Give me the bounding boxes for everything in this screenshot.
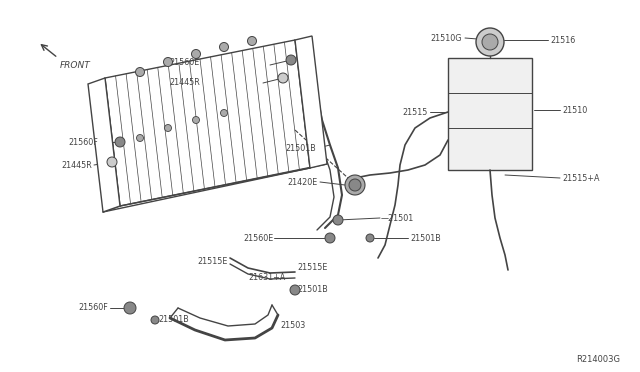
Text: 21560F: 21560F [68,138,98,147]
Text: 21515E: 21515E [297,263,328,273]
Text: 21501B: 21501B [297,285,328,295]
Polygon shape [105,40,310,206]
Circle shape [221,109,227,116]
Circle shape [151,316,159,324]
Circle shape [248,36,257,45]
Polygon shape [295,36,327,168]
Circle shape [115,137,125,147]
Circle shape [124,302,136,314]
Text: 21501B: 21501B [285,144,316,153]
Circle shape [286,55,296,65]
Text: 21420E: 21420E [288,177,318,186]
Circle shape [220,42,228,51]
Text: FRONT: FRONT [60,61,91,70]
Text: 21510G: 21510G [431,33,462,42]
Circle shape [366,234,374,242]
Text: 21516: 21516 [550,35,575,45]
Text: 21445R: 21445R [61,160,92,170]
Text: 21501B: 21501B [410,234,441,243]
Circle shape [107,157,117,167]
Circle shape [333,215,343,225]
Circle shape [482,34,498,50]
Circle shape [349,179,361,191]
Text: 21631+A: 21631+A [248,273,285,282]
Circle shape [193,116,200,124]
Text: 21510: 21510 [562,106,588,115]
Circle shape [476,28,504,56]
Text: 21445R: 21445R [169,77,200,87]
Text: 21560E: 21560E [170,58,200,67]
Circle shape [290,285,300,295]
Text: —21501: —21501 [381,214,414,222]
Circle shape [164,125,172,131]
Circle shape [191,49,200,58]
Text: 21501B: 21501B [158,315,189,324]
Circle shape [163,58,173,67]
Text: 21560E: 21560E [244,234,274,243]
Text: 21515: 21515 [403,108,428,116]
Text: 21560F: 21560F [78,304,108,312]
Polygon shape [88,78,120,212]
Text: 21515+A: 21515+A [562,173,600,183]
Text: 21515E: 21515E [198,257,228,266]
Circle shape [278,73,288,83]
Text: 21503: 21503 [280,321,305,330]
Circle shape [136,67,145,77]
Circle shape [136,135,143,141]
Text: R214003G: R214003G [576,356,620,365]
Circle shape [325,233,335,243]
Polygon shape [448,58,532,170]
Circle shape [345,175,365,195]
